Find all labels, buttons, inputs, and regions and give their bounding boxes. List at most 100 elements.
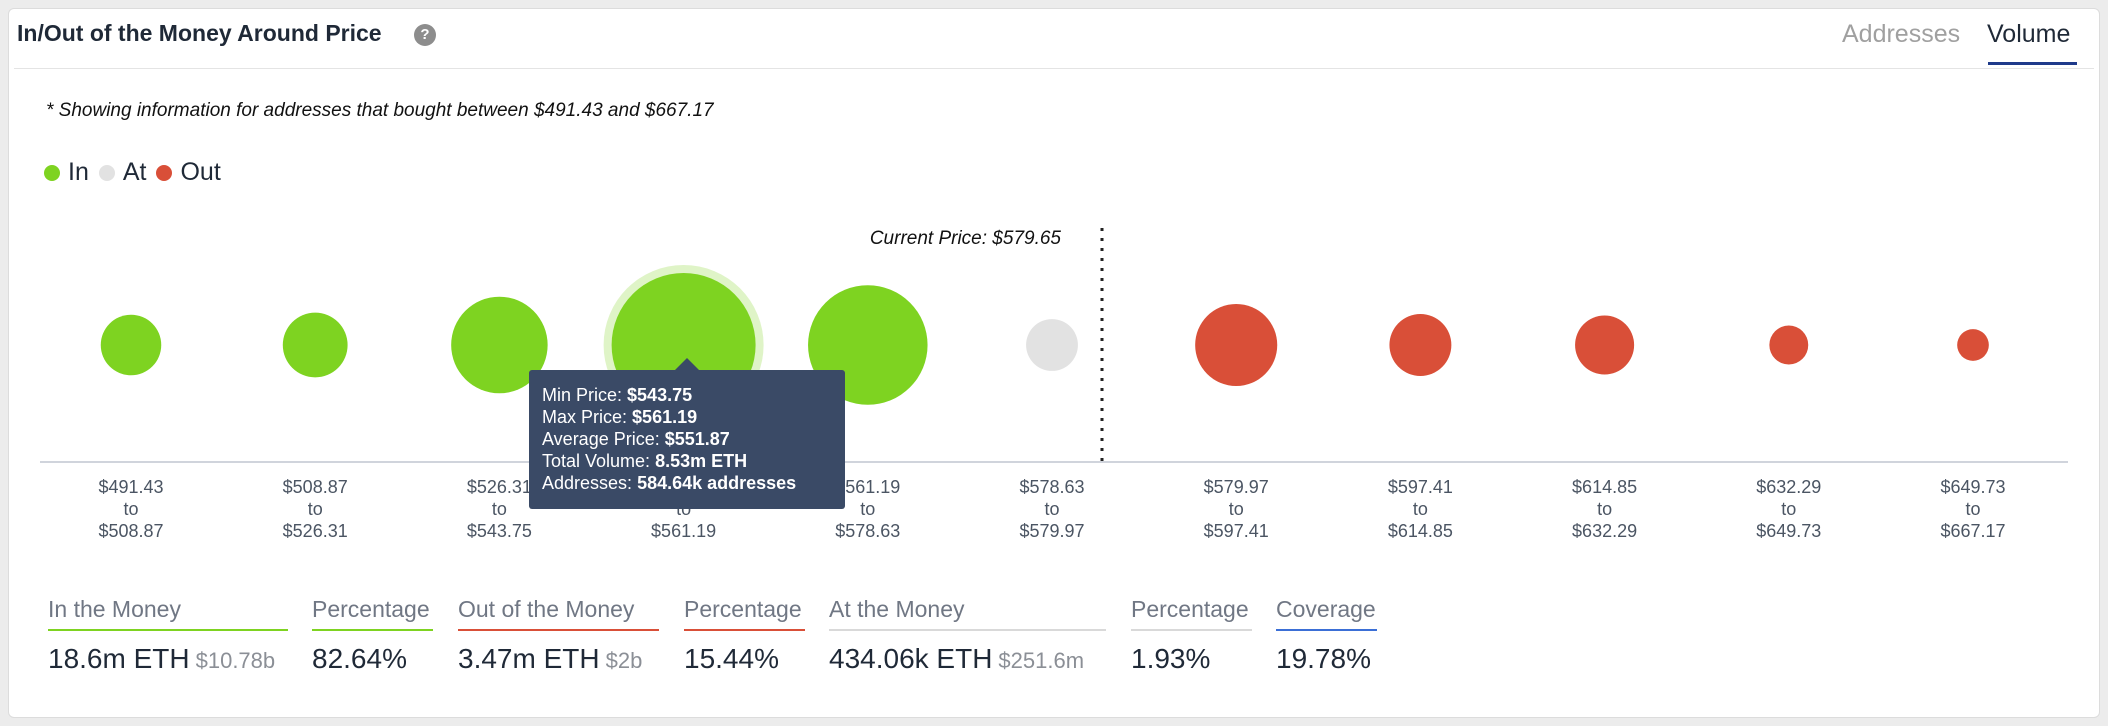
stat-at-value: 434.06k ETH $251.6m: [829, 643, 1106, 675]
stat-at-label: At the Money: [829, 596, 1106, 631]
tooltip-max-value: $561.19: [632, 407, 698, 427]
tooltip-addr-value: 584.64k addresses: [637, 473, 797, 493]
x-tick-label: to: [1597, 499, 1612, 519]
bubble-out[interactable]: [1769, 325, 1809, 365]
tooltip-addr-label: Addresses:: [542, 473, 633, 493]
stat-at-pct-label: Percentage: [1131, 596, 1252, 631]
header-divider: [14, 68, 2094, 69]
x-tick-label: $614.85: [1572, 477, 1637, 497]
bubble-in[interactable]: [451, 296, 548, 394]
tooltip-arrow: [675, 358, 699, 370]
bubble-in[interactable]: [282, 312, 348, 378]
x-tick-label: to: [492, 499, 507, 519]
stat-coverage-pct: 19.78%: [1276, 643, 1371, 674]
bubble-tooltip: Min Price: $543.75 Max Price: $561.19 Av…: [529, 370, 845, 509]
stat-at-usd: $251.6m: [998, 648, 1085, 673]
stat-out-label: Out of the Money: [458, 596, 659, 631]
bubble-chart: Current Price: $579.65 $491.43to$508.87$…: [40, 228, 2068, 541]
x-tick-label: to: [1229, 499, 1244, 519]
stat-out-percentage: Percentage 15.44%: [684, 596, 805, 675]
legend-dot-at: [98, 164, 115, 181]
bubble-out[interactable]: [1389, 314, 1452, 376]
stat-in-eth: 18.6m ETH: [48, 643, 190, 674]
question-icon[interactable]: ?: [414, 24, 436, 46]
x-tick-label: $632.29: [1756, 477, 1821, 497]
x-tick-label: to: [123, 499, 138, 519]
bubble-out[interactable]: [1195, 303, 1278, 387]
tooltip-addr-row: Addresses: 584.64k addresses: [542, 472, 832, 494]
x-tick-label: $649.73: [1940, 477, 2005, 497]
stat-coverage-label: Coverage: [1276, 596, 1377, 631]
tooltip-max-row: Max Price: $561.19: [542, 406, 832, 428]
stat-coverage: Coverage 19.78%: [1276, 596, 1377, 675]
tooltip-max-label: Max Price:: [542, 407, 628, 427]
stat-in-value: 18.6m ETH $10.78b: [48, 643, 288, 675]
tooltip-min-row: Min Price: $543.75: [542, 384, 832, 406]
legend-dot-in: [44, 164, 60, 181]
x-tick-label: to: [1781, 499, 1796, 519]
legend-label-at: At: [122, 158, 147, 186]
x-tick-label: $578.63: [835, 521, 900, 541]
bubble-in[interactable]: [100, 314, 162, 376]
x-tick-label: $597.41: [1388, 477, 1453, 497]
stat-out-value: 3.47m ETH $2b: [458, 643, 659, 675]
tooltip-avg-row: Average Price: $551.87: [542, 428, 832, 450]
chart-legend: In At Out: [44, 158, 221, 187]
stat-at-pct: 1.93%: [1131, 643, 1211, 674]
x-tick-label: $543.75: [467, 521, 532, 541]
stat-at-the-money: At the Money 434.06k ETH $251.6m: [829, 596, 1106, 675]
x-tick-label: $632.29: [1572, 521, 1637, 541]
legend-label-in: In: [68, 158, 89, 186]
x-tick-label: to: [860, 499, 875, 519]
stat-at-eth: 434.06k ETH: [829, 643, 993, 674]
range-note: * Showing information for addresses that…: [46, 100, 714, 121]
stat-in-usd: $10.78b: [195, 648, 276, 673]
bubble-at[interactable]: [1026, 319, 1078, 371]
tab-addresses[interactable]: Addresses: [1842, 20, 1961, 48]
legend-item-out[interactable]: Out: [156, 158, 221, 187]
x-tick-label: $561.19: [835, 477, 900, 497]
stat-out-pct: 15.44%: [684, 643, 779, 674]
stat-in-label: In the Money: [48, 596, 288, 631]
x-tick-label: to: [1965, 499, 1980, 519]
stat-out-usd: $2b: [605, 648, 643, 673]
legend-item-in[interactable]: In: [44, 158, 89, 187]
x-tick-label: $579.97: [1204, 477, 1269, 497]
tooltip-min-value: $543.75: [627, 385, 693, 405]
x-tick-label: $597.41: [1204, 521, 1269, 541]
x-tick-label: $508.87: [98, 521, 163, 541]
x-tick-label: $579.97: [1019, 521, 1084, 541]
legend-dot-out: [156, 164, 173, 181]
tooltip-vol-row: Total Volume: 8.53m ETH: [542, 450, 832, 472]
tooltip-avg-value: $551.87: [664, 429, 730, 449]
stat-in-the-money: In the Money 18.6m ETH $10.78b: [48, 596, 288, 675]
stat-in-percentage: Percentage 82.64%: [312, 596, 433, 675]
active-tab-indicator: [1988, 62, 2077, 65]
tooltip-vol-value: 8.53m ETH: [655, 451, 748, 471]
bubble-out[interactable]: [1575, 315, 1635, 375]
stat-out-of-the-money: Out of the Money 3.47m ETH $2b: [458, 596, 659, 675]
x-tick-label: $508.87: [283, 477, 348, 497]
x-tick-label: $614.85: [1388, 521, 1453, 541]
stat-out-pct-label: Percentage: [684, 596, 805, 631]
tooltip-vol-label: Total Volume:: [542, 451, 651, 471]
legend-label-out: Out: [180, 158, 221, 186]
page-title: In/Out of the Money Around Price: [17, 20, 382, 46]
stat-in-pct-label: Percentage: [312, 596, 433, 631]
tooltip-avg-label: Average Price:: [542, 429, 660, 449]
x-tick-label: to: [1413, 499, 1428, 519]
x-tick-label: $526.31: [467, 477, 532, 497]
stat-in-pct: 82.64%: [312, 643, 407, 674]
x-tick-label: $667.17: [1940, 521, 2005, 541]
x-tick-label: to: [308, 499, 323, 519]
x-tick-label: $649.73: [1756, 521, 1821, 541]
bubble-out[interactable]: [1957, 329, 1989, 361]
x-tick-label: to: [1044, 499, 1059, 519]
x-tick-label: $561.19: [651, 521, 716, 541]
x-tick-label: $526.31: [283, 521, 348, 541]
stat-at-percentage: Percentage 1.93%: [1131, 596, 1252, 675]
legend-item-at[interactable]: At: [98, 158, 147, 187]
current-price-label: Current Price: $579.65: [870, 228, 1062, 249]
tab-volume[interactable]: Volume: [1987, 20, 2071, 48]
tooltip-min-label: Min Price:: [542, 385, 623, 405]
